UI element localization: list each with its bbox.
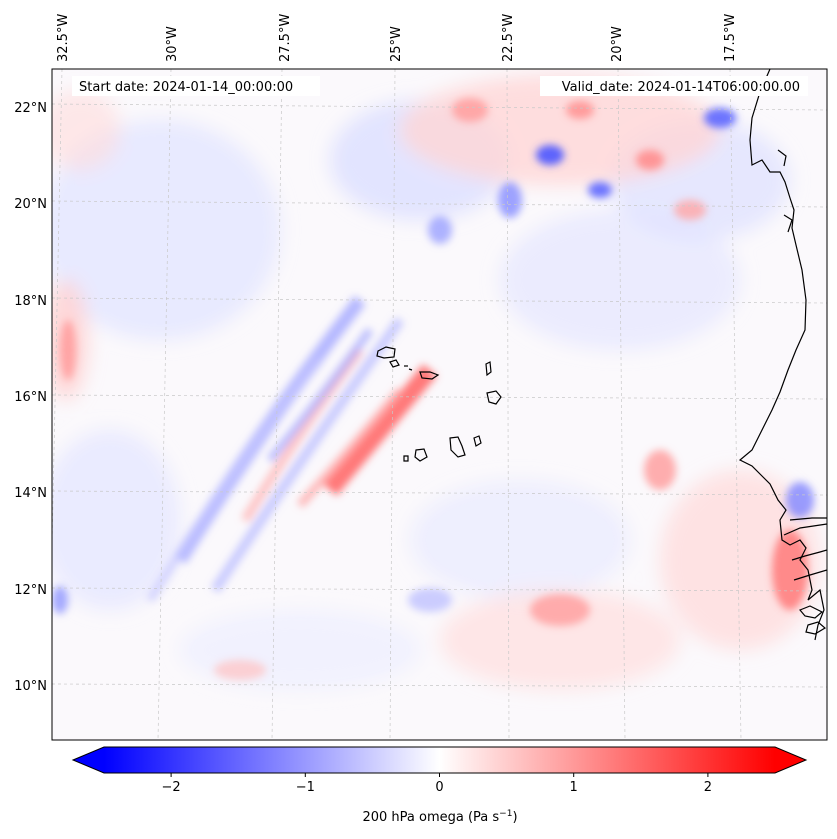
colorbar-tick-label: −1 <box>296 780 315 795</box>
lat-label: 18°N <box>14 294 47 309</box>
lat-label: 10°N <box>14 679 47 694</box>
colorbar-ticks: −2 −1 0 1 2 <box>162 773 712 795</box>
africa-coast <box>738 69 825 641</box>
lon-label: 22.5°W <box>501 14 516 62</box>
colorbar-tick-label: 1 <box>570 780 578 795</box>
lat-label: 22°N <box>14 101 47 116</box>
colorbar-label-main: 200 hPa omega (Pa s <box>362 810 499 825</box>
colorbar-body <box>104 747 775 773</box>
lat-label: 14°N <box>14 486 47 501</box>
colorbar: −2 −1 0 1 2 200 hPa omega (Pa s−1) <box>71 746 808 825</box>
colorbar-extend-right <box>775 747 806 773</box>
colorbar-tick-label: 2 <box>704 780 712 795</box>
lat-label: 16°N <box>14 390 47 405</box>
lon-label: 27.5°W <box>278 14 293 62</box>
longitude-labels: 32.5°W 30°W 27.5°W 25°W 22.5°W 20°W 17.5… <box>56 14 738 62</box>
lat-label: 20°N <box>14 197 47 212</box>
map-frame <box>51 68 828 741</box>
gridlines <box>52 69 827 740</box>
lon-label: 20°W <box>610 26 625 62</box>
valid-date-label: Valid_date: 2024-01-14T06:00:00.00 <box>562 80 800 95</box>
cape-verde-islands <box>376 346 502 462</box>
date-labels: Start date: 2024-01-14_00:00:00 Valid_da… <box>72 76 808 96</box>
start-date-label: Start date: 2024-01-14_00:00:00 <box>79 80 293 95</box>
lon-label: 30°W <box>165 26 180 62</box>
colorbar-label-close: ) <box>512 810 517 825</box>
colorbar-extend-left <box>73 747 104 773</box>
omega-field <box>52 75 820 690</box>
latitude-labels: 22°N 20°N 18°N 16°N 14°N 12°N 10°N <box>14 101 47 694</box>
lat-label: 12°N <box>14 583 47 598</box>
colorbar-label-exponent: −1 <box>499 809 512 819</box>
colorbar-tick-label: −2 <box>162 780 181 795</box>
colorbar-tick-label: 0 <box>435 780 443 795</box>
map-panel: Start date: 2024-01-14_00:00:00 Valid_da… <box>51 68 828 741</box>
lon-label: 32.5°W <box>56 14 71 62</box>
colorbar-outline <box>71 746 808 774</box>
lon-label: 25°W <box>389 26 404 62</box>
lon-label: 17.5°W <box>723 14 738 62</box>
colorbar-label: 200 hPa omega (Pa s−1) <box>362 809 517 825</box>
coastlines <box>738 69 827 641</box>
